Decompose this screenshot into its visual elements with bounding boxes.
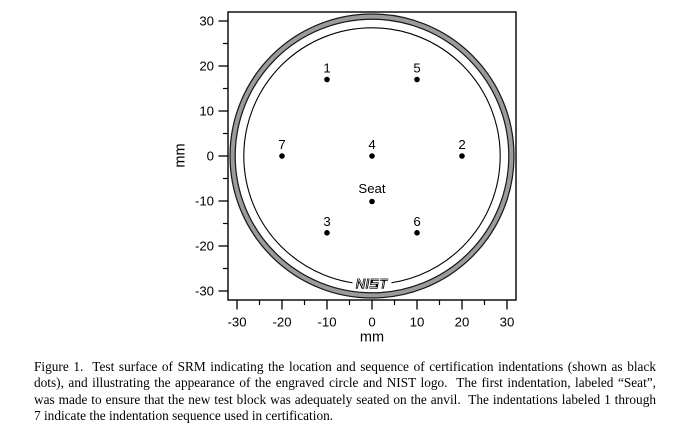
svg-text:10: 10 (410, 315, 425, 330)
svg-text:7: 7 (278, 137, 285, 152)
svg-text:-10: -10 (195, 194, 214, 209)
svg-text:Seat: Seat (358, 181, 385, 196)
svg-text:3: 3 (323, 214, 330, 229)
svg-text:5: 5 (413, 61, 420, 76)
svg-text:1: 1 (323, 61, 330, 76)
svg-text:0: 0 (207, 149, 214, 164)
svg-text:4: 4 (368, 137, 375, 152)
svg-text:mm: mm (173, 143, 189, 167)
svg-text:30: 30 (500, 315, 515, 330)
svg-text:20: 20 (455, 315, 470, 330)
svg-text:20: 20 (199, 59, 214, 74)
svg-text:-20: -20 (272, 315, 291, 330)
svg-text:30: 30 (199, 14, 214, 29)
svg-text:-10: -10 (317, 315, 336, 330)
svg-text:-30: -30 (227, 315, 246, 330)
svg-text:2: 2 (458, 137, 465, 152)
svg-text:10: 10 (199, 104, 214, 119)
svg-text:-20: -20 (195, 239, 214, 254)
svg-text:mm: mm (360, 330, 384, 346)
svg-text:6: 6 (413, 214, 420, 229)
svg-text:-30: -30 (195, 284, 214, 299)
svg-text:0: 0 (368, 315, 375, 330)
